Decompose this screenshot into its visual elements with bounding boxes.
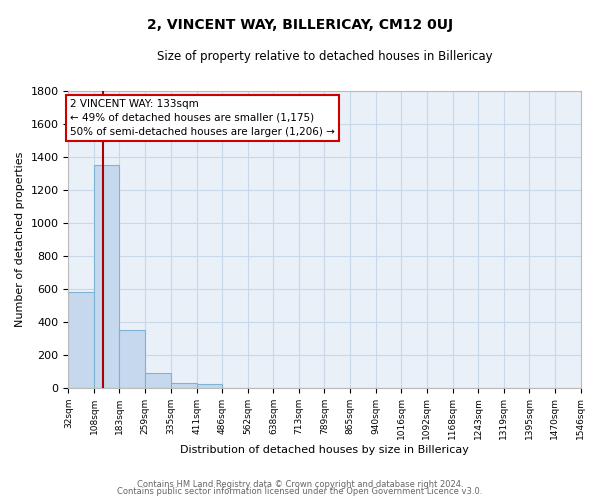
Bar — [94, 165, 119, 388]
Title: Size of property relative to detached houses in Billericay: Size of property relative to detached ho… — [157, 50, 492, 63]
Bar — [145, 372, 171, 388]
Bar — [171, 382, 197, 388]
Text: 2, VINCENT WAY, BILLERICAY, CM12 0UJ: 2, VINCENT WAY, BILLERICAY, CM12 0UJ — [147, 18, 453, 32]
Bar — [197, 384, 222, 388]
Y-axis label: Number of detached properties: Number of detached properties — [15, 152, 25, 327]
Bar — [119, 330, 145, 388]
Text: 2 VINCENT WAY: 133sqm
← 49% of detached houses are smaller (1,175)
50% of semi-d: 2 VINCENT WAY: 133sqm ← 49% of detached … — [70, 99, 335, 137]
Text: Contains public sector information licensed under the Open Government Licence v3: Contains public sector information licen… — [118, 487, 482, 496]
X-axis label: Distribution of detached houses by size in Billericay: Distribution of detached houses by size … — [180, 445, 469, 455]
Text: Contains HM Land Registry data © Crown copyright and database right 2024.: Contains HM Land Registry data © Crown c… — [137, 480, 463, 489]
Bar — [68, 292, 94, 388]
